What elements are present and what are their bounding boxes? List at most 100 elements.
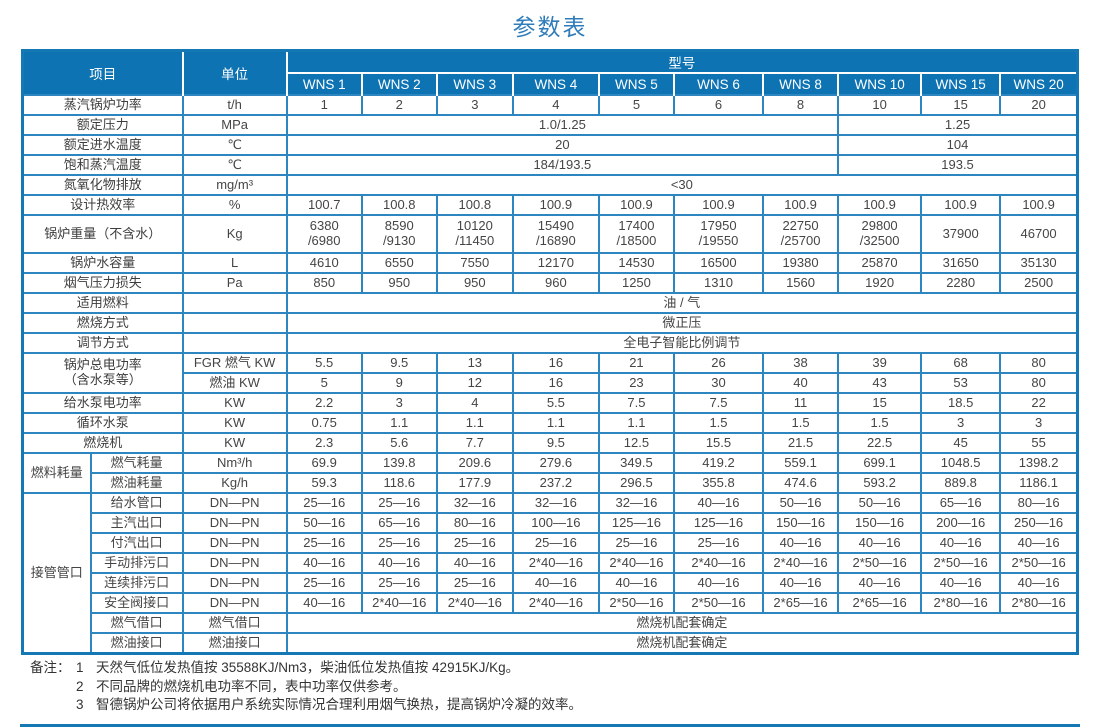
value-cell: 5.5 [285,352,363,374]
value-cell: 100.9 [999,194,1079,216]
value-cell: 8 [762,94,840,116]
value-cell: 40—16 [672,492,765,514]
value-cell: 25—16 [285,572,363,594]
value-cell: 11 [762,392,840,414]
value-cell: 5.5 [511,392,600,414]
span-value-cell: 193.5 [837,154,1079,176]
value-cell: 80—16 [435,512,514,534]
unit-cell: DN—PN [181,532,288,554]
notes-section: 备注： 1 天然气低位发热值按 35588KJ/Nm3，柴油低位发热值按 42915… [20,655,1080,727]
unit-cell [181,312,288,334]
unit-cell: KW [181,412,288,434]
sub-item-cell: 燃气耗量 [89,452,184,474]
table-row: 燃料耗量 燃气耗量 Nm³/h 69.9 139.8 209.6 279.6 349.5 419… [21,452,1079,494]
value-cell: 2*80—16 [999,592,1079,614]
value-cell: 9 [360,372,438,394]
value-cell: 6380 /6980 [285,214,363,254]
value-cell: 15.5 [672,432,765,454]
value-cell: 29800 /32500 [837,214,923,254]
value-cell: 1.5 [672,412,765,434]
value-cell: 118.6 [360,472,438,494]
value-cell: 16 [511,352,600,374]
value-cell: 25—16 [672,532,765,554]
unit-cell: % [181,194,288,216]
value-cell: 50—16 [837,492,923,514]
value-cell: 593.2 [837,472,923,494]
value-cell: 2*40—16 [762,552,840,574]
value-cell: 59.3 [285,472,363,494]
unit-cell: t/h [181,94,288,116]
value-cell: 21.5 [762,432,840,454]
value-cell: 2.3 [285,432,363,454]
value-cell: 38 [762,352,840,374]
span-value-cell: <30 [285,174,1079,196]
value-cell: 889.8 [920,472,1002,494]
value-cell: 25—16 [285,492,363,514]
unit-cell: 燃油接口 [181,632,288,655]
value-cell: 2*80—16 [920,592,1002,614]
value-cell: 1560 [762,272,840,294]
value-cell: 40—16 [762,532,840,554]
value-cell: 355.8 [672,472,765,494]
item-cell: 额定压力 [21,114,184,136]
model-header-10: WNS 20 [1000,73,1079,95]
value-cell: 1.1 [360,412,438,434]
notes-label-spacer [30,678,76,697]
value-cell: 1920 [837,272,923,294]
value-cell: 40—16 [837,572,923,594]
value-cell: 1.5 [837,412,923,434]
value-cell: 279.6 [511,452,600,474]
value-cell: 100.8 [360,194,438,216]
unit-cell: Kg/h [181,472,288,494]
value-cell: 9.5 [511,432,600,454]
value-cell: 1 [285,94,363,116]
value-cell: 1.1 [511,412,600,434]
value-cell: 80 [999,352,1079,374]
unit-cell: DN—PN [181,552,288,574]
sub-item-cell: 付汽出口 [89,532,184,554]
table-row: 安全阀接口 DN—PN 40—16 2*40—16 2*40—16 2*40—16 2*50… [23,592,1079,614]
value-cell: 39 [837,352,923,374]
value-cell: 2.2 [285,392,363,414]
value-cell: 30 [672,372,765,394]
table-row: 燃气借口 燃气借口 燃烧机配套确定 [23,612,1079,634]
value-cell: 50—16 [762,492,840,514]
unit-cell: Kg [181,214,288,254]
span-value-cell: 20 [285,134,840,156]
value-cell: 100.7 [285,194,363,216]
value-cell: 45 [920,432,1002,454]
value-cell: 40—16 [435,552,514,574]
value-cell: 960 [511,272,600,294]
value-cell: 10 [837,94,923,116]
value-cell: 6550 [360,252,438,274]
span-value-cell: 油 / 气 [285,292,1079,314]
value-cell: 25—16 [435,532,514,554]
note-row: 2 不同品牌的燃烧机电功率不同，表中功率仅供参考。 [30,678,1074,697]
unit-cell: 燃油 KW [181,372,288,394]
unit-cell: MPa [181,114,288,136]
unit-cell [181,292,288,314]
value-cell: 2*50—16 [597,592,675,614]
note-list: 备注： 1 天然气低位发热值按 35588KJ/Nm3，柴油低位发热值按 42915… [30,659,1074,715]
table-row: 调节方式 全电子智能比例调节 [21,332,1079,354]
value-cell: 3 [435,94,514,116]
model-header-1: WNS 1 [286,73,363,95]
value-cell: 22750 /25700 [762,214,840,254]
value-cell: 40—16 [285,592,363,614]
header-unit: 单位 [182,50,288,95]
model-header-6: WNS 6 [673,73,765,95]
value-cell: 40—16 [285,552,363,574]
value-cell: 125—16 [597,512,675,534]
value-cell: 2500 [999,272,1079,294]
note-row: 3 智德锅炉公司将依据用户系统实际情况合理利用烟气换热，提高锅炉冷凝的效率。 [30,696,1074,715]
value-cell: 150—16 [837,512,923,534]
value-cell: 14530 [597,252,675,274]
value-cell: 125—16 [672,512,765,534]
table-row: 手动排污口 DN—PN 40—16 40—16 40—16 2*40—16 2*40—16 2… [23,552,1079,574]
unit-cell: ℃ [181,154,288,176]
value-cell: 7.5 [672,392,765,414]
value-cell: 55 [999,432,1079,454]
table-row: 燃油 KW 5 9 12 16 23 30 40 43 53 80 [23,372,1079,394]
value-cell: 69.9 [285,452,363,474]
